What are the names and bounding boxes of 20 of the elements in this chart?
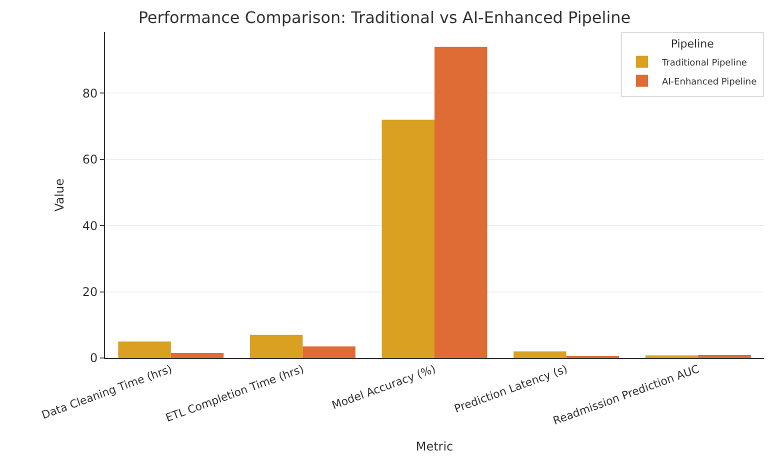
chart-title: Performance Comparison: Traditional vs AI-Enhanced Pipeline (138, 8, 631, 27)
bar (434, 46, 488, 358)
bar (645, 355, 698, 358)
bar (250, 334, 303, 358)
y-tick-label: 20 (82, 285, 98, 300)
bar (382, 120, 434, 358)
y-tick-label: 0 (90, 351, 98, 366)
legend-label: Traditional Pipeline (661, 58, 748, 68)
bar (118, 341, 171, 358)
legend-label: AI-Enhanced Pipeline (662, 77, 758, 88)
y-tick-label: 40 (82, 218, 98, 233)
bar (302, 346, 356, 358)
bar (698, 355, 751, 358)
y-tick-label: 60 (82, 152, 98, 167)
legend-title: Pipeline (670, 37, 714, 50)
bar (170, 353, 224, 358)
bar (514, 351, 566, 358)
x-axis-title: Metric (416, 439, 454, 454)
y-tick-label: 80 (82, 86, 98, 100)
y-axis-title: Value (52, 178, 67, 212)
